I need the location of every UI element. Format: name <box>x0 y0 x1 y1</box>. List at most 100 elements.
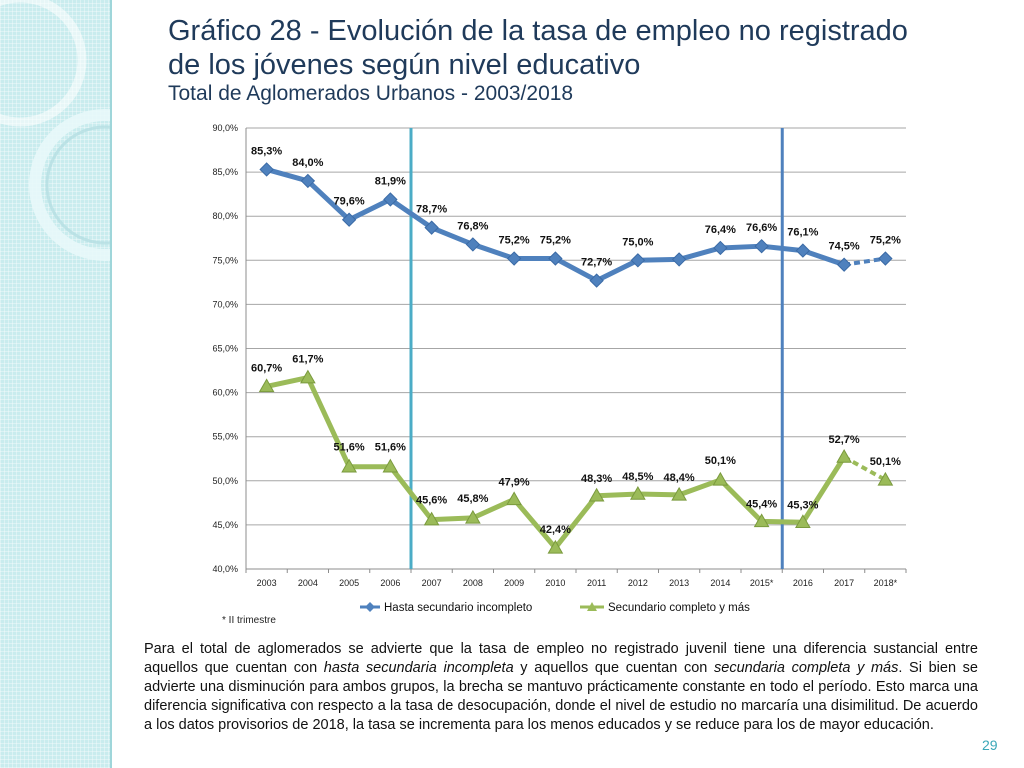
data-point-marker <box>878 251 893 266</box>
chart-legend: Hasta secundario incompleto Secundario co… <box>360 602 750 614</box>
data-label: 76,4% <box>705 224 736 236</box>
x-tick-label: 2017 <box>834 578 854 588</box>
title-line-1: Gráfico 28 - Evolución de la tasa de emp… <box>168 15 908 47</box>
y-tick-label: 60,0% <box>212 388 238 398</box>
data-label: 79,6% <box>334 196 365 208</box>
data-point-marker <box>836 448 852 463</box>
data-label: 74,5% <box>829 241 860 253</box>
data-label: 45,6% <box>416 495 447 507</box>
y-tick-label: 50,0% <box>212 476 238 486</box>
x-tick-label: 2006 <box>380 578 400 588</box>
data-label: 76,6% <box>746 222 777 234</box>
x-tick-label: 2016 <box>793 578 813 588</box>
x-tick-label: 2014 <box>710 578 730 588</box>
data-point-marker <box>424 220 439 235</box>
data-label: 85,3% <box>251 145 282 157</box>
data-point-marker <box>465 509 481 524</box>
body-text-part-2: y aquellos que cuentan con <box>513 660 714 676</box>
y-tick-label: 75,0% <box>212 255 238 265</box>
data-label: 45,3% <box>787 499 818 511</box>
slide-title: Gráfico 28 - Evolución de la tasa de emp… <box>168 14 1008 106</box>
data-label: 52,7% <box>829 434 860 446</box>
data-label: 45,4% <box>746 498 777 510</box>
data-point-marker <box>836 257 852 272</box>
x-tick-label: 2018* <box>874 578 898 588</box>
data-point-marker <box>547 539 564 554</box>
x-tick-label: 2008 <box>463 578 483 588</box>
legend-label: Hasta secundario incompleto <box>384 602 532 614</box>
data-point-marker <box>630 486 646 500</box>
legend-diamond-icon <box>365 602 375 612</box>
series-1: 60,7% 61,7% 51,6% 51,6% 45,6% 45,8% 47,9% 42,4%… <box>251 354 901 554</box>
strip-edge <box>110 0 112 768</box>
title-line-2: de los jóvenes según nivel educativo <box>168 49 641 81</box>
y-tick-label: 90,0% <box>212 123 238 133</box>
data-label: 42,4% <box>540 524 571 536</box>
legend-label: Secundario completo y más <box>608 602 750 614</box>
data-label: 75,0% <box>622 236 653 248</box>
y-tick-label: 45,0% <box>212 520 238 530</box>
x-axis: 2003 2004 2005 2006 2007 2008 2009 2010 2011 2012… <box>245 568 907 588</box>
body-text-emphasis-2: secundaria completa y más <box>714 660 899 676</box>
data-label: 78,7% <box>416 204 447 216</box>
data-label: 61,7% <box>292 354 323 366</box>
data-label: 75,2% <box>540 235 571 247</box>
y-tick-label: 80,0% <box>212 211 238 221</box>
series-line-dashed <box>843 256 886 267</box>
data-point-marker <box>548 251 563 266</box>
data-label: 51,6% <box>334 442 365 454</box>
data-label: 48,5% <box>622 471 653 483</box>
data-label: 75,2% <box>870 235 901 247</box>
data-point-marker <box>383 192 398 207</box>
decorative-rings <box>0 0 112 261</box>
data-label: 76,1% <box>787 227 818 239</box>
decorative-side-strip <box>0 0 112 768</box>
data-label: 47,9% <box>499 476 530 488</box>
data-point-marker <box>671 486 687 501</box>
x-tick-label: 2009 <box>504 578 524 588</box>
data-label: 60,7% <box>251 362 282 374</box>
data-point-marker <box>671 252 687 267</box>
data-point-marker <box>465 237 481 252</box>
data-label: 48,4% <box>664 472 695 484</box>
data-label: 50,1% <box>705 455 736 467</box>
data-point-marker <box>341 458 357 473</box>
y-tick-label: 40,0% <box>212 564 238 574</box>
data-label: 50,1% <box>870 456 901 468</box>
chart-footnote: * II trimestre <box>222 615 276 626</box>
body-text-part-3: . Si bien se advierte una disminución pa… <box>144 660 978 733</box>
data-point-marker <box>300 369 316 384</box>
data-label: 75,2% <box>499 235 530 247</box>
x-tick-label: 2012 <box>628 578 648 588</box>
data-point-marker <box>753 513 770 528</box>
page-number: 29 <box>982 737 998 753</box>
data-point-marker <box>877 471 894 486</box>
data-point-marker <box>588 487 605 502</box>
x-tick-label: 2004 <box>298 578 318 588</box>
data-point-marker <box>382 458 399 473</box>
x-tick-label: 2013 <box>669 578 689 588</box>
data-point-marker <box>712 471 729 486</box>
data-label: 76,8% <box>457 220 488 232</box>
body-text-part-1: Para el total de aglomerados se advierte… <box>144 641 978 676</box>
data-label: 45,8% <box>457 493 488 505</box>
data-point-marker <box>506 491 522 506</box>
x-tick-label: 2005 <box>339 578 359 588</box>
data-label: 81,9% <box>375 175 406 187</box>
data-point-marker <box>300 173 316 189</box>
series-line-dashed <box>843 455 887 482</box>
data-point-marker <box>259 162 274 177</box>
series-0: 85,3% 84,0% 79,6% 81,9% 78,7% 76,8% 75,2% 75,2%… <box>251 145 901 288</box>
data-point-marker <box>341 212 357 227</box>
data-label: 48,3% <box>581 473 612 485</box>
chart-series: 85,3% 84,0% 79,6% 81,9% 78,7% 76,8% 75,2% 75,2%… <box>251 145 901 554</box>
y-tick-label: 55,0% <box>212 432 238 442</box>
x-tick-label: 2015* <box>750 578 774 588</box>
x-tick-label: 2011 <box>587 578 606 588</box>
data-point-marker <box>506 251 522 266</box>
body-text-emphasis-1: hasta secundaria incompleta <box>323 660 514 676</box>
body-paragraph: Para el total de aglomerados se advierte… <box>144 640 978 735</box>
x-tick-label: 2007 <box>422 578 442 588</box>
data-point-marker <box>423 511 440 526</box>
y-tick-label: 85,0% <box>212 167 238 177</box>
